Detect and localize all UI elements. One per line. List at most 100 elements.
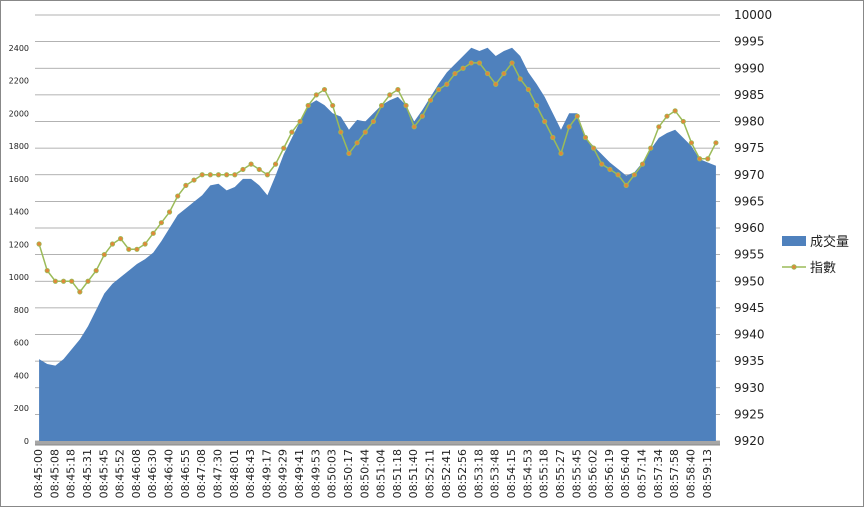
marker [444,81,450,87]
y2-tick-label: 9980 [734,115,765,129]
y2-tick-label: 9955 [734,248,765,262]
marker [232,172,238,178]
marker [60,278,67,284]
y2-tick-label: 9960 [734,221,765,235]
marker [321,86,328,93]
marker [631,172,637,178]
marker [77,289,83,295]
marker [591,145,597,151]
marker [191,177,197,183]
marker [101,252,107,258]
marker [264,172,271,178]
x-tick-label: 08:54:15 [505,449,518,498]
legend-swatch [791,264,797,270]
y2-tick-label: 10000 [734,8,772,22]
x-tick-label: 08:55:45 [570,449,583,498]
marker [705,156,711,162]
x-tick-label: 08:46:08 [130,449,143,498]
marker [378,102,385,109]
marker [36,241,42,247]
marker [713,140,719,146]
marker [175,193,181,199]
x-tick-label: 08:57:34 [652,449,665,498]
x-tick-label: 08:46:40 [163,449,176,498]
y-tick-label: 2200 [9,77,29,86]
y-tick-label: 200 [14,404,29,413]
legend-label: 指數 [810,261,836,276]
y2-tick-label: 9945 [734,301,765,315]
y-tick-label: 1000 [9,273,29,282]
marker [542,118,548,125]
marker [664,113,670,119]
marker [354,140,360,146]
marker [623,182,629,188]
legend-swatch [782,236,806,246]
marker [52,278,58,284]
marker [142,241,148,247]
marker [476,60,483,66]
marker [93,267,99,274]
y2-tick-label: 9990 [734,61,765,75]
x-tick-label: 08:45:52 [114,449,127,498]
marker [166,209,173,215]
y-tick-label: 1400 [9,208,29,217]
x-tick-label: 08:52:56 [456,449,469,498]
y2-tick-label: 9995 [734,35,765,49]
x-tick-label: 08:52:41 [440,449,453,498]
x-tick-label: 08:55:27 [554,449,567,498]
marker [256,166,262,173]
marker [615,172,621,178]
y-tick-label: 600 [14,339,29,348]
marker [436,86,442,93]
y-tick-label: 0 [24,437,29,446]
marker [517,76,523,82]
x-tick-label: 08:45:45 [97,449,110,498]
marker [240,166,246,173]
x-tick-label: 08:49:17 [260,449,273,498]
x-tick-label: 08:56:19 [603,449,616,498]
y2-tick-label: 9985 [734,88,765,102]
marker [199,172,205,178]
x-tick-label: 08:50:44 [358,449,371,498]
x-tick-label: 08:48:01 [228,449,241,498]
marker [697,156,703,162]
y2-tick-label: 9930 [734,381,765,395]
x-tick-label: 08:48:43 [244,449,257,498]
marker [134,246,140,252]
marker [607,166,613,173]
marker [680,118,686,125]
x-axis-band [35,441,720,445]
marker [525,86,531,93]
y-tick-label: 2400 [9,44,29,53]
marker [346,150,352,157]
marker [656,124,662,130]
y-tick-label: 800 [14,306,29,315]
x-tick-label: 08:49:29 [277,449,290,498]
x-tick-label: 08:55:18 [538,449,551,498]
y2-tick-label: 9925 [734,407,765,421]
marker [150,230,156,236]
marker [533,102,540,109]
x-tick-label: 08:51:18 [391,449,404,498]
y-tick-label: 400 [14,371,29,380]
marker [313,92,319,98]
x-tick-label: 08:58:40 [684,449,697,498]
x-tick-label: 08:45:31 [81,449,94,498]
marker [297,118,303,125]
marker [330,102,336,109]
marker [509,60,515,66]
marker [289,129,295,135]
marker [493,81,499,87]
area [39,47,716,442]
y-tick-label: 1600 [9,175,29,184]
y2-tick-label: 9940 [734,328,765,342]
marker [338,129,344,135]
x-tick-label: 08:57:14 [636,449,649,498]
marker [305,102,311,109]
x-tick-label: 08:47:30 [211,449,224,498]
x-tick-label: 08:50:17 [342,449,355,498]
marker [639,161,646,167]
x-tick-label: 08:46:55 [179,449,192,498]
marker [566,124,572,130]
x-tick-label: 08:51:04 [375,449,388,498]
